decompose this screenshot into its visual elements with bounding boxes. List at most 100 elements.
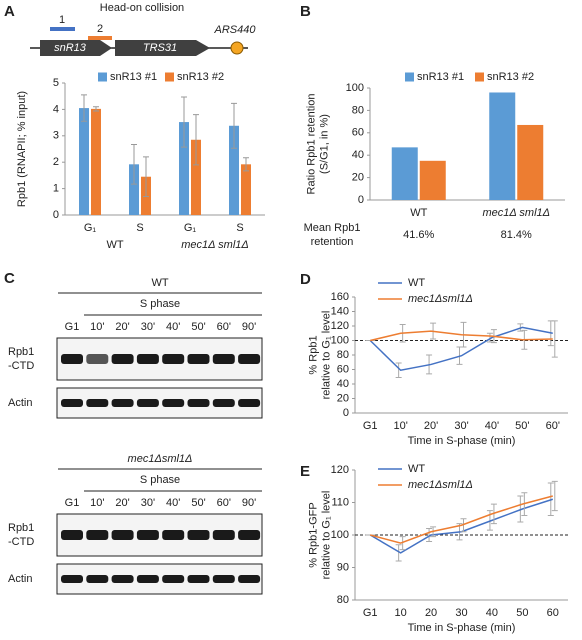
y-tick-label: 40 [337, 378, 349, 390]
panel-label: D [300, 271, 311, 288]
band [162, 530, 185, 540]
band [212, 575, 235, 583]
band [238, 354, 261, 364]
band [238, 575, 261, 583]
band [162, 575, 185, 583]
band [187, 530, 210, 540]
y-tick-label: 120 [331, 464, 349, 476]
x-tick-label: 10' [393, 420, 407, 432]
y-tick-label: 100 [331, 334, 349, 346]
legend-swatch [98, 72, 107, 82]
y-tick-label: 1 [53, 183, 59, 195]
y-tick-label: 60 [352, 127, 364, 139]
x-tick-label: 30' [454, 420, 468, 432]
x-tick-label: 60' [546, 420, 560, 432]
x-axis-title: Time in S-phase (min) [408, 435, 516, 447]
probe [50, 27, 75, 31]
lane-label: 30' [141, 497, 155, 509]
y-axis-title: Ratio Rpb1 retention [305, 94, 317, 195]
probe-label: 1 [59, 14, 65, 26]
lane-label: 40' [166, 321, 180, 333]
gene-arrow [115, 40, 210, 56]
group-label: mec1Δ sml1Δ [181, 239, 249, 251]
error-bar [395, 544, 402, 562]
bar [489, 92, 516, 200]
bar [179, 122, 189, 215]
legend-label: snR13 #2 [177, 71, 224, 83]
error-bar [131, 144, 137, 185]
strain-label: mec1Δsml1Δ [128, 453, 193, 465]
phase-label: S phase [140, 474, 180, 486]
error-bar [486, 332, 493, 343]
error-bar [395, 362, 402, 378]
y-tick-label: 80 [337, 349, 349, 361]
y-tick-label: 120 [331, 320, 349, 332]
error-bar [143, 156, 149, 198]
summary-value: 41.6% [403, 229, 434, 241]
x-tick-label: G₁ [84, 222, 97, 234]
band [187, 399, 210, 407]
y-tick-label: 2 [53, 156, 59, 168]
legend-swatch [475, 72, 484, 82]
panel-label: C [4, 270, 15, 287]
x-tick-label: 50 [516, 607, 528, 619]
y-tick-label: 4 [53, 103, 59, 115]
legend-label: snR13 #2 [487, 71, 534, 83]
band [238, 530, 261, 540]
y-axis-title: relative to G₁ level [320, 311, 332, 400]
row-label: Rpb1 [8, 346, 34, 358]
lane-label: 10' [90, 321, 104, 333]
legend-swatch [165, 72, 174, 82]
legend-swatch [405, 72, 414, 82]
band [238, 399, 261, 407]
line [369, 326, 553, 372]
x-tick-label: 60 [547, 607, 559, 619]
x-tick-label: 30 [455, 607, 467, 619]
band [136, 354, 159, 364]
y-axis-title: (S/G1, in %) [318, 114, 330, 174]
legend-label: snR13 #1 [110, 71, 157, 83]
lane-label: 30' [141, 321, 155, 333]
lane-label: 90' [242, 321, 256, 333]
y-tick-label: 0 [53, 209, 59, 221]
probe [88, 36, 112, 40]
row-label: Actin [8, 573, 32, 585]
band [61, 530, 83, 540]
y-tick-label: 140 [331, 305, 349, 317]
legend-label: snR13 #1 [417, 71, 464, 83]
origin [230, 41, 244, 55]
x-tick-label: mec1Δ sml1Δ [482, 207, 550, 219]
lane-label: 10' [90, 497, 104, 509]
lane-label: 20' [115, 497, 129, 509]
summary-label: Mean Rpb1 [304, 222, 361, 234]
legend-label: WT [408, 463, 425, 475]
bar [129, 164, 139, 215]
row-label: -CTD [8, 360, 34, 372]
band [111, 530, 134, 540]
y-tick-label: 80 [337, 594, 349, 606]
lane-label: 20' [115, 321, 129, 333]
error-bar [93, 106, 99, 112]
y-tick-label: 0 [343, 407, 349, 419]
panel-label: A [4, 3, 15, 20]
error-bar [81, 94, 87, 122]
y-axis-title: % Rpb1-GFP [307, 502, 319, 567]
y-tick-label: 3 [53, 130, 59, 142]
x-tick-label: 40' [485, 420, 499, 432]
bar [241, 164, 251, 215]
band [111, 575, 134, 583]
lane-label: 60' [217, 497, 231, 509]
error-bar [426, 528, 433, 542]
y-tick-label: 20 [337, 392, 349, 404]
band [187, 354, 210, 364]
y-axis-title: relative to G₁ level [320, 491, 332, 580]
y-tick-label: 110 [331, 496, 349, 508]
x-tick-label: 10 [395, 607, 407, 619]
x-axis-title: Time in S-phase (min) [408, 622, 516, 634]
gene-label: snR13 [54, 42, 87, 54]
strain-label: WT [151, 277, 168, 289]
x-tick-label: 40 [486, 607, 498, 619]
group-label: WT [106, 239, 123, 251]
y-tick-label: 90 [337, 561, 349, 573]
